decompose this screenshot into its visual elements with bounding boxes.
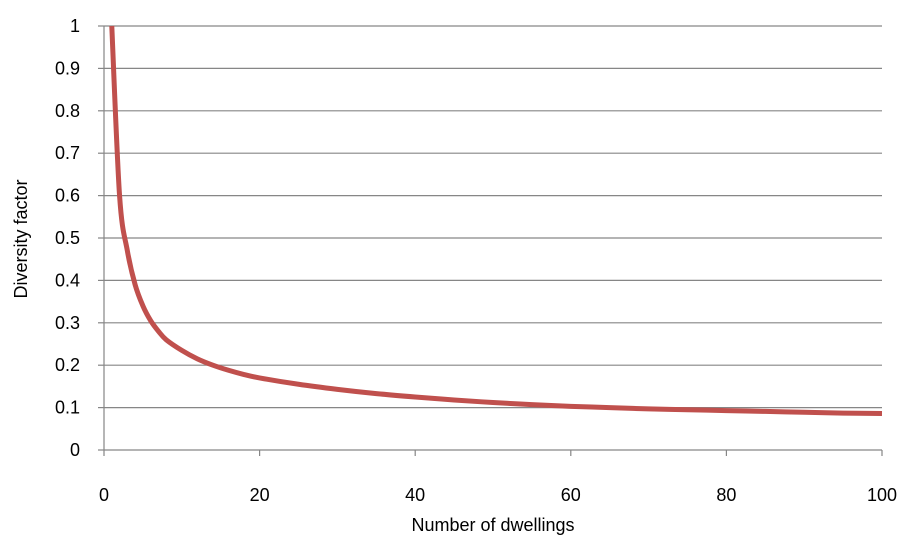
y-tick-label: 0.4 [55, 270, 80, 290]
axes [98, 25, 883, 456]
y-tick-label: 0 [70, 440, 80, 460]
series-group [109, 25, 883, 417]
x-tick-label: 0 [99, 485, 109, 505]
y-tick-label: 0.9 [55, 58, 80, 78]
gridlines [104, 25, 882, 409]
y-tick-labels: 0 0.1 0.2 0.3 0.4 0.5 0.6 0.7 0.8 0.9 1 [55, 16, 80, 460]
x-tick-label: 20 [250, 485, 270, 505]
y-tick-label: 0.7 [55, 143, 80, 163]
x-axis-title: Number of dwellings [411, 515, 574, 535]
y-tick-label: 0.2 [55, 355, 80, 375]
x-tick-label: 100 [867, 485, 897, 505]
x-tick-label: 80 [716, 485, 736, 505]
x-tick-label: 60 [561, 485, 581, 505]
y-tick-label: 0.5 [55, 228, 80, 248]
y-tick-label: 0.1 [55, 398, 80, 418]
x-tick-label: 40 [405, 485, 425, 505]
y-tick-label: 0.6 [55, 186, 80, 206]
y-tick-label: 0.3 [55, 313, 80, 333]
y-tick-label: 0.8 [55, 101, 80, 121]
y-tick-label: 1 [70, 16, 80, 36]
series-line-0 [109, 25, 883, 417]
x-tick-labels: 0 20 40 60 80 100 [99, 485, 897, 505]
y-axis-title: Diversity factor [11, 179, 31, 298]
